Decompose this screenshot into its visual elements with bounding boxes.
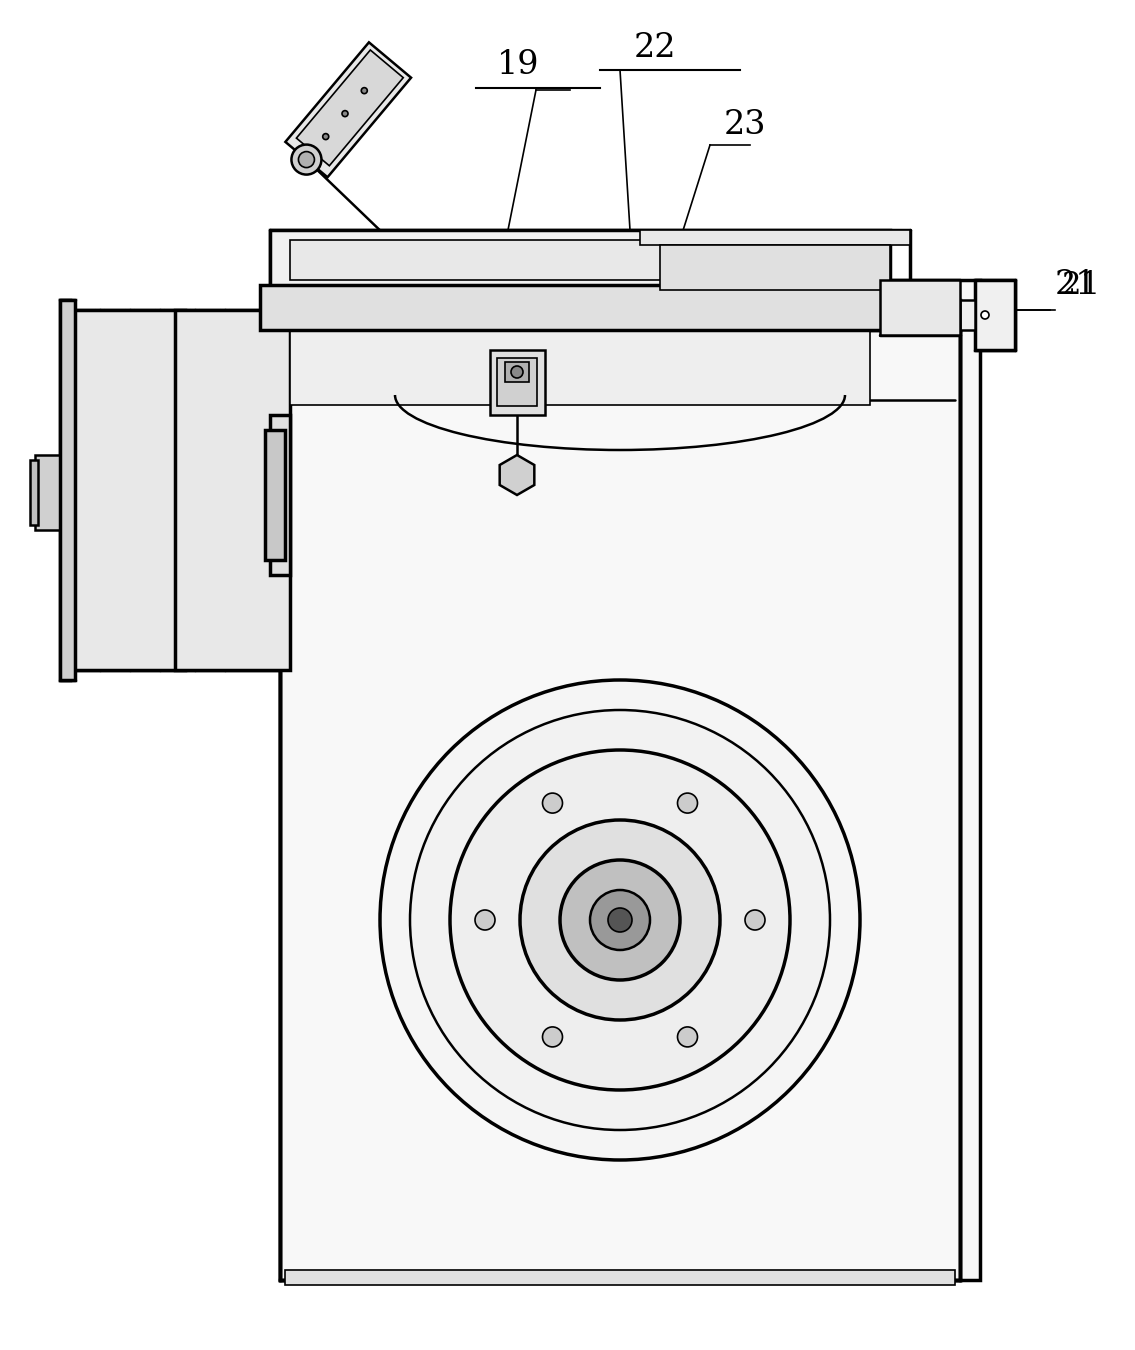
Circle shape [981,310,989,319]
Circle shape [322,134,329,139]
Bar [975,279,1015,350]
Circle shape [299,151,314,167]
Circle shape [543,1027,563,1046]
Bar [60,300,75,680]
Circle shape [560,860,680,980]
Circle shape [520,819,720,1021]
Bar [505,362,529,382]
Bar [30,460,37,525]
Circle shape [511,366,523,378]
Bar [285,1270,955,1285]
Bar [280,300,960,1280]
Circle shape [745,910,765,930]
Circle shape [361,88,368,93]
Circle shape [380,680,860,1160]
Circle shape [410,710,830,1130]
Bar [270,230,890,290]
Polygon shape [499,455,535,495]
Bar [291,240,871,279]
Polygon shape [296,50,403,166]
Bar [280,279,980,1280]
Bar [35,455,64,531]
Bar [880,279,960,335]
Bar [60,300,70,680]
Text: 21: 21 [1056,269,1098,301]
Circle shape [342,111,348,116]
Bar [260,285,910,329]
Bar [264,431,285,560]
Bar [60,446,70,545]
Circle shape [543,792,563,813]
Circle shape [449,751,790,1089]
Circle shape [608,909,632,931]
Bar [270,414,291,575]
Bar [70,310,185,670]
Text: 21: 21 [1062,270,1101,301]
Polygon shape [285,42,411,177]
Circle shape [476,910,495,930]
Circle shape [292,144,321,174]
Bar [640,230,910,244]
Bar [175,310,291,670]
Bar [960,300,975,329]
Bar [497,358,537,406]
Text: 23: 23 [724,109,766,140]
Text: 22: 22 [633,32,676,63]
Bar [490,350,545,414]
Text: 19: 19 [497,49,539,81]
Bar [659,244,890,290]
Bar [291,329,871,405]
Circle shape [678,792,698,813]
Circle shape [590,890,650,950]
Circle shape [678,1027,698,1046]
